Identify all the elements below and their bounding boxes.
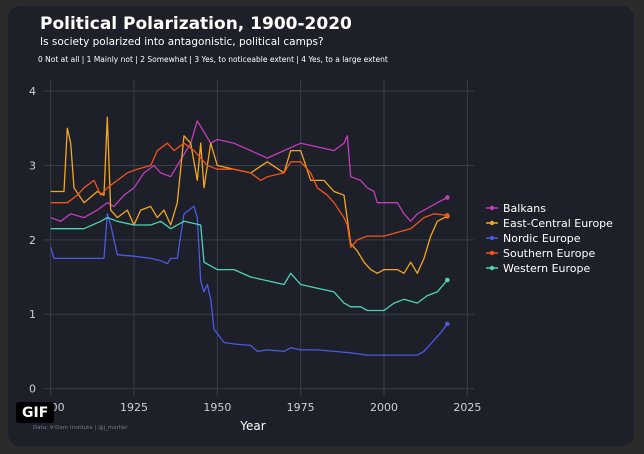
- x-tick-label: 2000: [370, 401, 398, 414]
- series-end-point: [445, 213, 450, 218]
- series-line: [50, 205, 448, 356]
- legend-swatch-dot: [489, 220, 495, 226]
- scale-note: 0 Not at all | 1 Mainly not | 2 Somewhat…: [38, 55, 388, 64]
- legend-entry: Western Europe: [503, 262, 591, 275]
- series-line: [50, 216, 448, 312]
- y-tick-label: 2: [29, 234, 36, 247]
- legend-entry: Nordic Europe: [503, 232, 581, 245]
- x-axis-label: Year: [239, 419, 265, 433]
- series-end-point: [445, 195, 450, 200]
- legend-swatch-dot: [489, 235, 495, 241]
- chart-card: Political Polarization, 1900-2020 Is soc…: [8, 6, 634, 446]
- series-line: [50, 120, 448, 222]
- series-end-point: [445, 277, 450, 283]
- chart-subtitle: Is society polarized into antagonistic, …: [40, 36, 324, 48]
- legend-swatch-dot: [489, 250, 495, 256]
- x-tick-label: 1975: [287, 401, 315, 414]
- data-credit: Data: V-Dem Institute | @j_marlier: [33, 425, 128, 431]
- y-tick-label: 1: [29, 308, 36, 321]
- series-line: [50, 142, 448, 248]
- y-tick-label: 4: [29, 85, 36, 98]
- y-tick-label: 3: [29, 160, 36, 173]
- x-tick-label: 1925: [120, 401, 148, 414]
- legend-entry: East-Central Europe: [503, 217, 613, 230]
- x-tick-label: 1950: [203, 401, 231, 414]
- chart-title: Political Polarization, 1900-2020: [40, 14, 352, 34]
- series-end-point: [445, 321, 450, 327]
- series-line: [50, 116, 448, 274]
- y-tick-label: 0: [29, 383, 36, 396]
- legend-swatch-dot: [489, 265, 495, 271]
- legend-swatch-dot: [489, 205, 495, 211]
- legend-entry: Balkans: [503, 202, 546, 215]
- legend-entry: Southern Europe: [503, 247, 595, 260]
- gif-badge: GIF: [16, 402, 55, 423]
- x-tick-label: 2025: [453, 401, 481, 414]
